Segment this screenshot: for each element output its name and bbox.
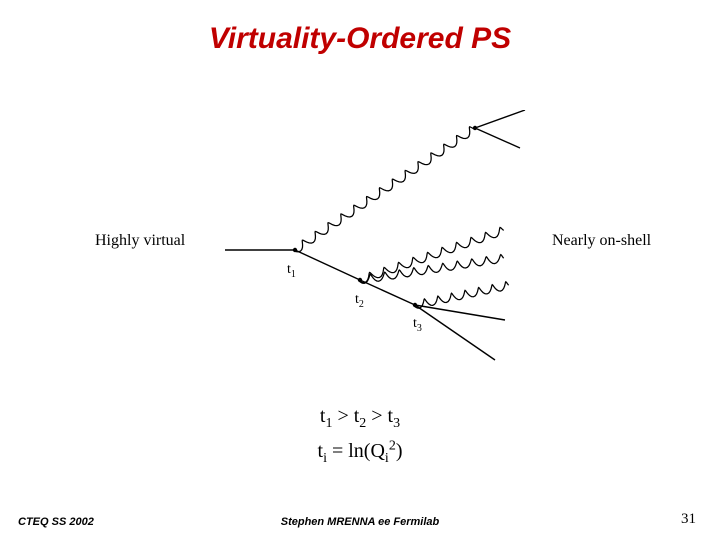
label-highly-virtual: Highly virtual [95, 232, 185, 250]
vertex-label: t2 [355, 292, 364, 310]
footer-author: Stephen MRENNA ee Fermilab [0, 516, 720, 528]
formula-ordering: t1 > t2 > t3 [0, 400, 720, 435]
formula-block: t1 > t2 > t3 ti = ln(Qi2) [0, 400, 720, 471]
label-nearly-on-shell: Nearly on-shell [552, 232, 651, 250]
formula-definition: ti = ln(Qi2) [0, 435, 720, 470]
vertex-label: t1 [287, 262, 296, 280]
vertex-label: t3 [413, 316, 422, 334]
page-number: 31 [681, 511, 696, 528]
slide-title: Virtuality-Ordered PS [0, 22, 720, 56]
diagram-svg [215, 110, 535, 370]
feynman-diagram: t1 t2 t3 [215, 110, 535, 370]
